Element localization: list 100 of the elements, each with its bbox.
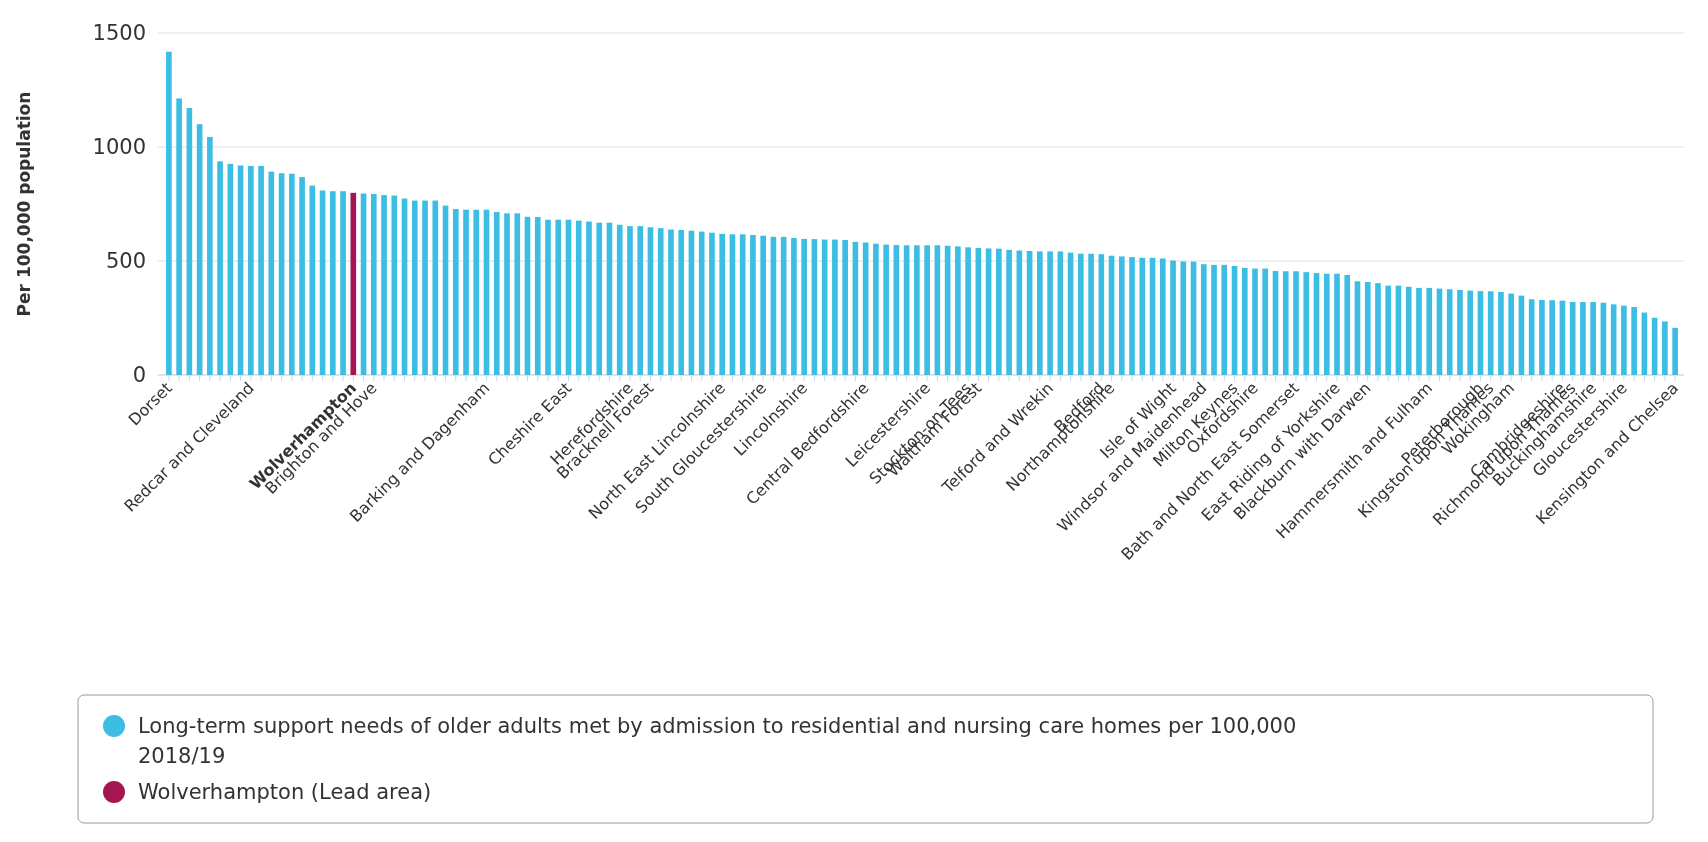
bar xyxy=(166,51,172,375)
bar xyxy=(668,229,674,375)
bar xyxy=(678,229,685,375)
bar xyxy=(1405,286,1412,375)
bar xyxy=(289,173,295,375)
bar xyxy=(873,243,879,375)
bar xyxy=(432,200,439,375)
bar xyxy=(411,200,418,375)
bar xyxy=(1200,264,1207,375)
bar xyxy=(996,248,1002,375)
bar xyxy=(1375,283,1381,375)
bar xyxy=(207,136,213,375)
bar xyxy=(791,237,797,375)
bar xyxy=(1262,268,1269,375)
bar xyxy=(924,245,930,375)
bar xyxy=(258,165,264,375)
y-tick-label: 1500 xyxy=(92,21,146,46)
bar xyxy=(350,192,357,375)
bar xyxy=(217,161,223,375)
bar xyxy=(1416,287,1422,375)
bar xyxy=(299,177,305,375)
legend-label: Long-term support needs of older adults met by admission to residential and nursing care homes per 100,000 2018/19 xyxy=(138,714,1297,768)
bar xyxy=(1252,268,1258,375)
bar xyxy=(504,213,510,375)
bar xyxy=(1006,249,1012,375)
bar xyxy=(1047,251,1053,375)
bar xyxy=(801,238,807,375)
bar xyxy=(1323,273,1330,375)
bar xyxy=(1159,258,1166,375)
bar xyxy=(463,209,469,375)
bar xyxy=(914,245,920,375)
bar xyxy=(1221,264,1228,375)
bar xyxy=(1467,290,1474,375)
bar xyxy=(1078,253,1084,375)
legend-label: Wolverhampton (Lead area) xyxy=(138,780,432,804)
bar xyxy=(596,222,603,375)
bar xyxy=(473,209,480,375)
bar xyxy=(1303,272,1310,375)
bar xyxy=(1180,261,1187,375)
y-tick-label: 1000 xyxy=(92,135,146,160)
bar xyxy=(1457,289,1463,375)
bar xyxy=(883,244,889,375)
bar xyxy=(340,191,346,375)
bar xyxy=(514,213,521,375)
bar xyxy=(1426,287,1433,375)
bar xyxy=(1211,264,1217,375)
bar xyxy=(452,209,459,375)
bar xyxy=(586,221,592,375)
bar xyxy=(1662,321,1668,375)
bar xyxy=(1508,293,1515,375)
bar xyxy=(1621,305,1627,375)
bar xyxy=(248,165,254,375)
bar xyxy=(176,98,182,375)
bar xyxy=(719,233,726,375)
bar xyxy=(1037,251,1043,375)
bar xyxy=(637,226,644,375)
bar xyxy=(1293,271,1299,375)
bar xyxy=(330,191,336,375)
bar xyxy=(1385,285,1392,375)
bar xyxy=(832,239,838,375)
bar xyxy=(1170,260,1176,375)
bar xyxy=(1446,289,1453,375)
bar xyxy=(1344,274,1351,375)
bar xyxy=(1498,292,1504,375)
bar xyxy=(1549,300,1555,375)
bar xyxy=(1590,302,1596,375)
bar xyxy=(1334,273,1340,375)
bar xyxy=(1631,307,1637,375)
bar xyxy=(965,247,971,375)
bar xyxy=(760,235,766,375)
bar xyxy=(555,219,562,375)
bar xyxy=(955,246,961,375)
bar xyxy=(1364,281,1371,375)
y-tick-label: 0 xyxy=(132,363,146,388)
bar xyxy=(370,193,377,375)
bar xyxy=(422,200,428,375)
bar xyxy=(1129,257,1135,375)
bar xyxy=(534,217,541,375)
bar xyxy=(1487,291,1494,375)
bar xyxy=(381,195,387,375)
bar xyxy=(545,219,551,375)
bar xyxy=(842,240,848,375)
bar xyxy=(493,211,500,375)
bar xyxy=(739,234,746,375)
y-axis-title: Per 100,000 population xyxy=(14,91,34,317)
bar xyxy=(1241,267,1248,375)
bar xyxy=(750,235,756,375)
bar xyxy=(698,231,705,375)
bar xyxy=(1672,327,1678,375)
bar xyxy=(1098,254,1105,375)
bar xyxy=(1118,256,1125,375)
bar xyxy=(1580,302,1586,375)
bar xyxy=(657,228,664,375)
bar xyxy=(1282,271,1289,375)
bar xyxy=(709,232,715,375)
bar xyxy=(575,220,582,375)
bar xyxy=(391,195,398,375)
bar xyxy=(627,226,633,375)
y-tick-label: 500 xyxy=(105,249,146,274)
bar xyxy=(616,224,623,375)
